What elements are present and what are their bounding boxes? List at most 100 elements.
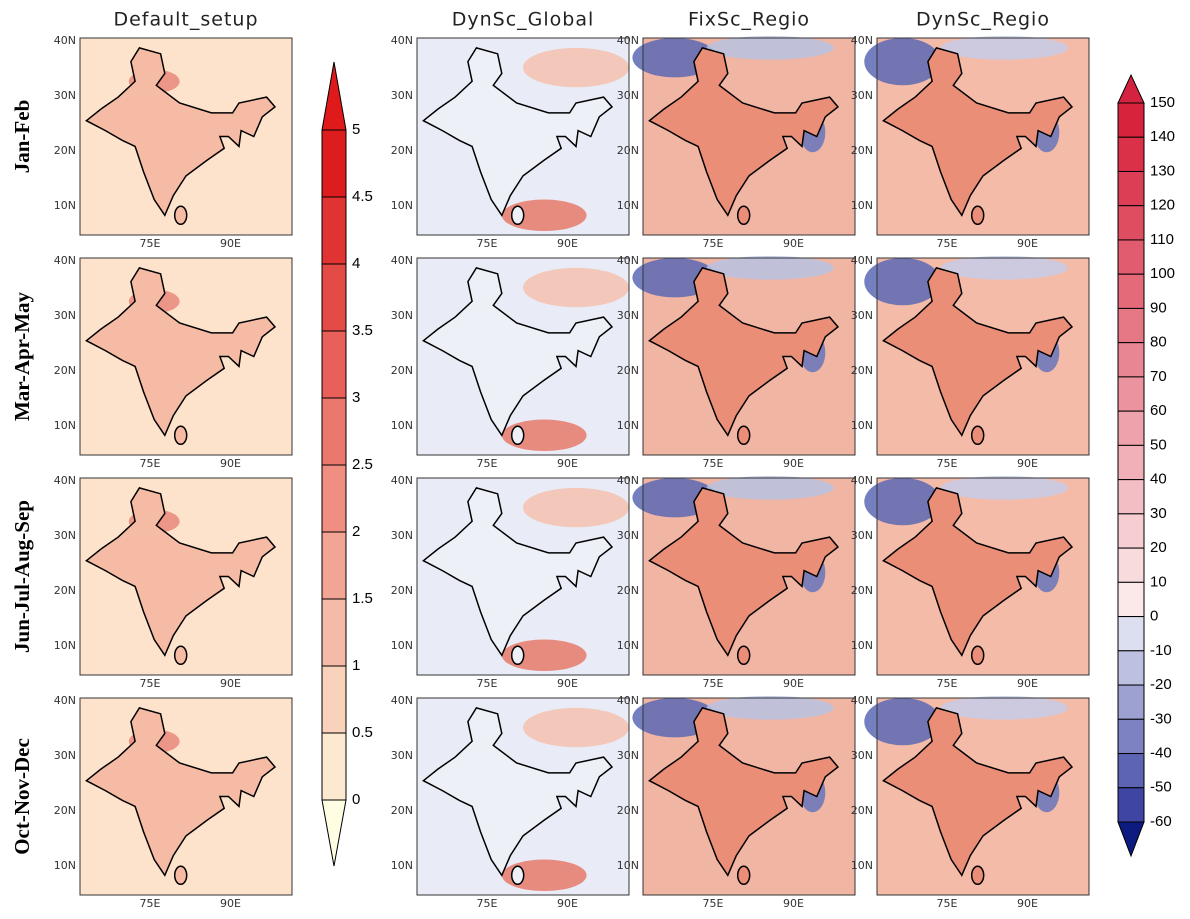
field-patch: [523, 268, 629, 307]
sri-lanka-outline: [738, 646, 750, 664]
lat-label: 10N: [391, 639, 413, 652]
sri-lanka-outline: [972, 426, 984, 444]
map-panel: [864, 256, 1089, 455]
colorbar-segment: [1118, 377, 1144, 411]
colorbar-label: 10: [1150, 573, 1167, 590]
colorbar-segment: [1118, 411, 1144, 445]
colorbar-label: 50: [1150, 436, 1167, 453]
sri-lanka-outline: [512, 206, 524, 224]
lat-label: 20N: [391, 364, 413, 377]
lon-label: 75E: [936, 457, 957, 470]
sri-lanka-outline: [738, 866, 750, 884]
field-patch: [941, 256, 1068, 280]
column-title: DynSc_Regio: [916, 9, 1050, 31]
colorbar-segment: [1118, 617, 1144, 651]
lat-label: 20N: [851, 804, 873, 817]
colorbar-label: 100: [1150, 265, 1175, 282]
lat-label: 30N: [54, 89, 76, 102]
colorbar-label: 0: [352, 791, 360, 808]
map-panel: [632, 36, 855, 235]
lat-label: 20N: [617, 804, 639, 817]
lat-label: 40N: [54, 34, 76, 47]
map-panel: [80, 38, 292, 235]
colorbar-arrow: [1118, 822, 1144, 856]
lon-label: 90E: [557, 237, 578, 250]
colorbar-label: 40: [1150, 471, 1167, 488]
colorbar-label: 2: [352, 523, 360, 540]
lat-label: 10N: [54, 639, 76, 652]
lon-label: 90E: [220, 897, 241, 910]
lat-label: 30N: [54, 749, 76, 762]
lon-label: 90E: [220, 457, 241, 470]
lat-label: 40N: [54, 694, 76, 707]
lat-label: 10N: [617, 639, 639, 652]
lat-label: 20N: [617, 584, 639, 597]
map-panel: [864, 36, 1089, 235]
field-patch: [707, 696, 834, 720]
lat-label: 10N: [391, 419, 413, 432]
lat-label: 30N: [851, 749, 873, 762]
colorbar-segment: [1118, 103, 1144, 137]
lon-label: 75E: [702, 897, 723, 910]
colorbar-label: 120: [1150, 197, 1175, 214]
colorbar-arrow: [322, 800, 346, 866]
lat-label: 10N: [851, 419, 873, 432]
lat-label: 30N: [851, 89, 873, 102]
colorbar-label: 130: [1150, 162, 1175, 179]
lon-label: 75E: [702, 457, 723, 470]
lon-label: 75E: [139, 237, 160, 250]
colorbar-label: 80: [1150, 334, 1167, 351]
colorbar-label: 140: [1150, 128, 1175, 145]
lat-label: 20N: [617, 144, 639, 157]
map-panel: [80, 478, 292, 675]
field-patch: [707, 476, 834, 500]
colorbar-segment: [1118, 240, 1144, 274]
lon-label: 75E: [139, 457, 160, 470]
lon-label: 75E: [476, 457, 497, 470]
lat-label: 30N: [617, 89, 639, 102]
lat-label: 10N: [617, 419, 639, 432]
lat-label: 20N: [391, 804, 413, 817]
lat-label: 20N: [851, 144, 873, 157]
lat-label: 40N: [54, 254, 76, 267]
colorbar-label: 2.5: [352, 456, 373, 473]
colorbar-segment: [322, 130, 346, 197]
colorbar-label: 1.5: [352, 590, 373, 607]
lat-label: 20N: [54, 804, 76, 817]
colorbar-segment: [1118, 343, 1144, 377]
colorbar-segment: [322, 465, 346, 532]
lat-label: 10N: [617, 859, 639, 872]
lat-label: 30N: [617, 749, 639, 762]
field-patch: [707, 36, 834, 60]
colorbar-segment: [1118, 685, 1144, 719]
colorbar-label: -50: [1150, 779, 1172, 796]
colorbar-segment: [1118, 445, 1144, 479]
colorbar-segment: [1118, 651, 1144, 685]
lat-label: 40N: [851, 34, 873, 47]
colorbar-label: 90: [1150, 299, 1167, 316]
lat-label: 40N: [617, 694, 639, 707]
lat-label: 30N: [617, 309, 639, 322]
lat-label: 30N: [851, 309, 873, 322]
colorbar-label: 3.5: [352, 322, 373, 339]
lat-label: 40N: [391, 254, 413, 267]
lat-label: 10N: [54, 199, 76, 212]
colorbar-label: -20: [1150, 676, 1172, 693]
colorbar-segment: [322, 666, 346, 733]
lat-label: 10N: [851, 859, 873, 872]
sri-lanka-outline: [512, 646, 524, 664]
lat-label: 10N: [617, 199, 639, 212]
map-panel: [632, 696, 855, 895]
lon-label: 75E: [476, 677, 497, 690]
lat-label: 40N: [617, 34, 639, 47]
lat-label: 10N: [391, 859, 413, 872]
lat-label: 40N: [391, 474, 413, 487]
lon-label: 75E: [476, 237, 497, 250]
colorbar-segment: [1118, 788, 1144, 822]
lon-label: 75E: [936, 897, 957, 910]
map-panel: [417, 478, 629, 675]
lat-label: 10N: [851, 639, 873, 652]
sri-lanka-outline: [972, 646, 984, 664]
colorbar-segment: [322, 264, 346, 331]
colorbar-segment: [322, 532, 346, 599]
